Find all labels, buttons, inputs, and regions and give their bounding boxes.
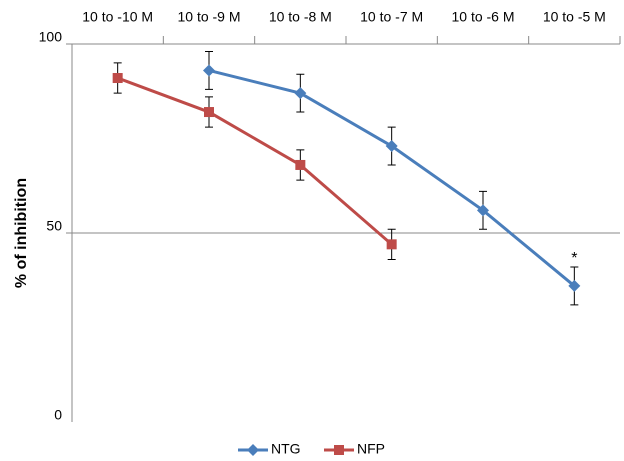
x-tick-label: 10 to -9 M [177, 9, 240, 25]
data-point [112, 73, 123, 84]
y-axis-label: % of inhibition [13, 178, 30, 288]
legend-marker [334, 445, 344, 455]
legend-label: NTG [271, 441, 301, 457]
data-point [386, 239, 397, 250]
data-point [295, 159, 306, 170]
x-tick-label: 10 to -8 M [269, 9, 332, 25]
data-point [568, 279, 581, 292]
data-point [385, 140, 398, 153]
annotation: * [571, 250, 577, 267]
legend-label: NFP [357, 441, 385, 457]
data-point [203, 64, 215, 77]
data-point [294, 87, 307, 100]
x-tick-label: 10 to -10 M [82, 9, 153, 25]
x-tick-label: 10 to -6 M [451, 9, 514, 25]
x-tick-label: 10 to -7 M [360, 9, 423, 25]
data-point [477, 204, 489, 217]
y-tick-label: 100 [39, 29, 63, 45]
series-line [117, 76, 393, 246]
legend-marker [247, 444, 259, 456]
y-tick-label: 0 [54, 407, 62, 423]
y-tick-label: 50 [46, 218, 62, 234]
data-point [204, 107, 214, 118]
x-tick-label: 10 to -5 M [543, 9, 606, 25]
